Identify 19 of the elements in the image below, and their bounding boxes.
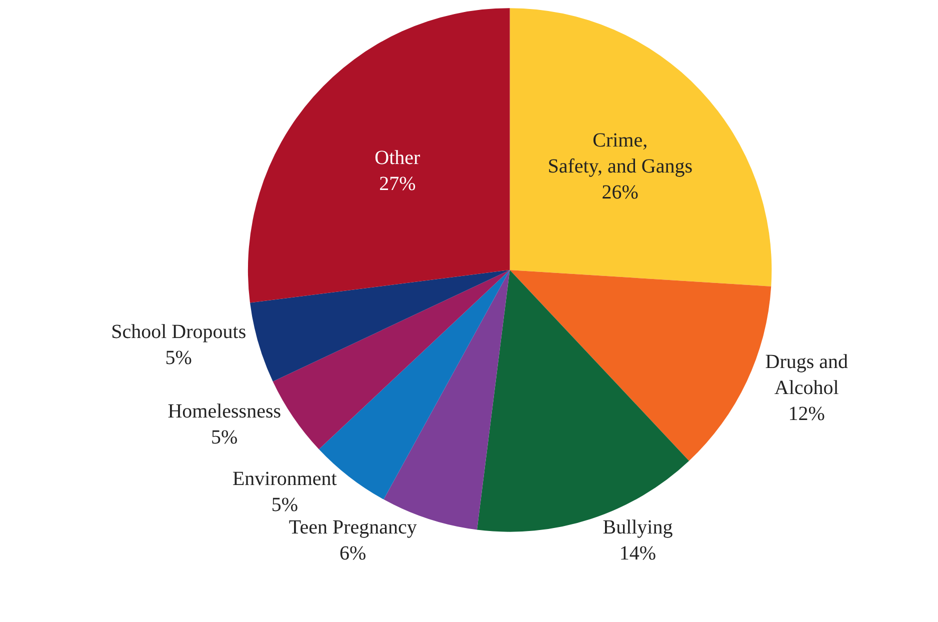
data-label: 5% [165, 346, 192, 369]
slice-label: Drugs and Alcohol [765, 351, 848, 400]
data-label: 5% [271, 494, 298, 516]
slice-label: School Dropouts [111, 320, 246, 343]
pie-slice [510, 8, 772, 286]
data-label: 12% [788, 403, 825, 426]
slice-label: Teen Pregnancy [288, 516, 417, 539]
slice-label: Environment [232, 468, 338, 490]
data-label: 14% [619, 542, 656, 565]
data-label: 26% [602, 181, 638, 204]
pie-slice [250, 270, 510, 382]
slice-label: Other [374, 147, 421, 169]
slice-label: Homelessness [168, 400, 282, 423]
pie-slice [248, 8, 510, 303]
data-label: 6% [340, 542, 366, 565]
data-label: 27% [379, 173, 416, 195]
slice-label: Bullying [602, 516, 673, 539]
data-label: 5% [211, 426, 238, 449]
slice-label: Crime, Safety, and Gangs [548, 129, 693, 178]
